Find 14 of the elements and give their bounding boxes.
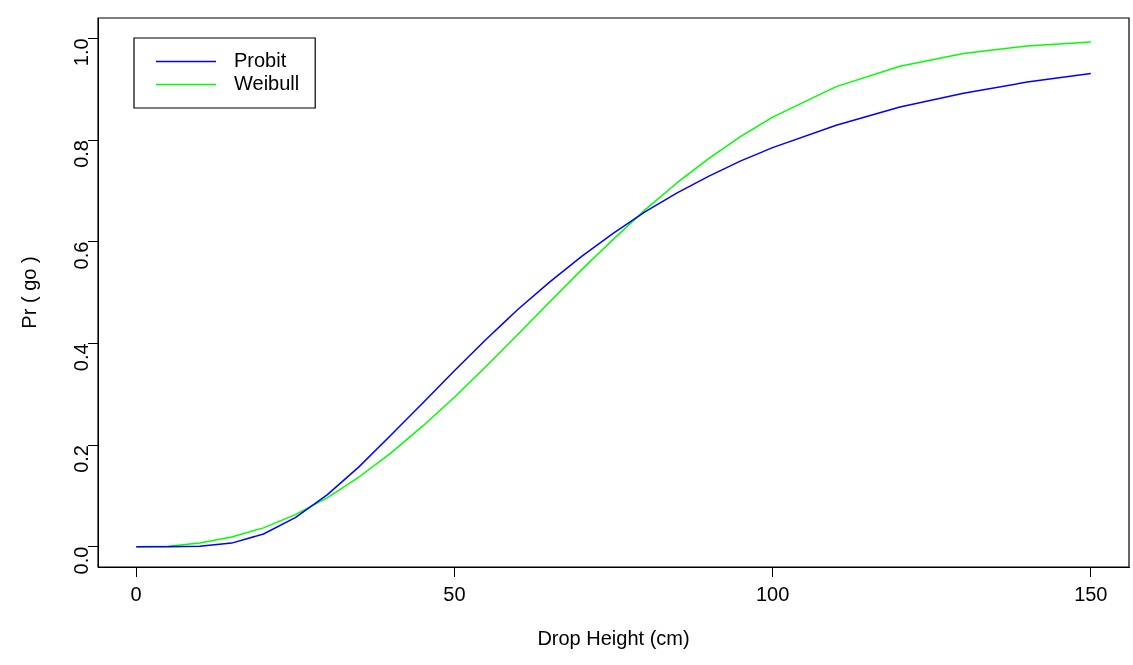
y-tick-label: 1.0 xyxy=(69,38,92,67)
x-tick-label: 0 xyxy=(130,582,142,605)
y-tick-label: 0.8 xyxy=(69,140,92,168)
x-tick-label: 50 xyxy=(443,582,466,605)
x-tick-label: 100 xyxy=(755,582,790,605)
x-tick-label: 150 xyxy=(1074,582,1108,605)
y-tick-label: 0.2 xyxy=(69,445,92,473)
legend-label: Probit xyxy=(234,49,287,72)
legend-label: Weibull xyxy=(234,72,300,95)
y-tick-label: 0.0 xyxy=(69,546,92,575)
y-axis-title: Pr ( go ) xyxy=(17,256,40,329)
y-tick-label: 0.6 xyxy=(69,241,92,270)
x-axis-title: Drop Height (cm) xyxy=(537,626,690,649)
y-tick-label: 0.4 xyxy=(69,343,92,372)
